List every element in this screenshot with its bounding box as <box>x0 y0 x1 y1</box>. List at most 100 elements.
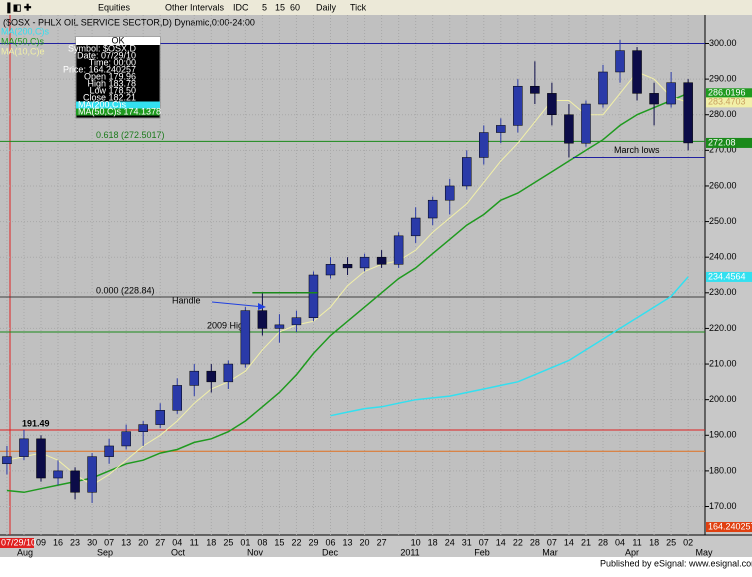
cursor-date-box <box>0 538 34 548</box>
x-tick-label: 30 <box>87 537 97 547</box>
annotation: March lows <box>614 145 660 155</box>
x-tick-label: 08 <box>257 537 267 547</box>
toolbar-icon: ▐ ◧ ✚ <box>4 1 32 13</box>
candle-body <box>2 456 12 465</box>
candle-body <box>274 324 285 329</box>
level-label: 0.000 (228.84) <box>96 285 155 295</box>
toolbar-item[interactable]: Equities <box>98 2 131 12</box>
data-window-title-bg <box>76 37 160 45</box>
toolbar-item[interactable]: 5 <box>262 2 267 12</box>
price-label: 272.08 <box>708 137 736 147</box>
toolbar-item[interactable]: IDC <box>233 2 249 12</box>
x-tick-label: 07 <box>479 537 489 547</box>
candle-body <box>615 50 625 73</box>
candle-body <box>564 114 574 144</box>
candle-body <box>308 274 319 318</box>
candle-body <box>530 85 540 94</box>
y-tick-label: 300.00 <box>709 38 737 48</box>
chart-title: ($OSX - PHLX OIL SERVICE SECTOR,D) Dynam… <box>3 17 255 27</box>
candle-body <box>240 310 251 365</box>
candle-body <box>632 50 642 94</box>
candle-body <box>36 438 46 479</box>
x-tick-label: 02 <box>683 537 693 547</box>
last-value-label-box <box>706 271 752 282</box>
candle-body <box>581 103 591 144</box>
month-label: Nov <box>247 547 264 557</box>
x-tick-label: 04 <box>172 537 182 547</box>
x-tick-label: 15 <box>274 537 284 547</box>
x-tick-label: 16 <box>53 537 63 547</box>
last-value-label: 234.4564 <box>708 271 746 281</box>
x-tick-label: 22 <box>291 537 301 547</box>
x-tick-label: 01 <box>240 537 250 547</box>
y-tick-label: 270.00 <box>709 145 737 155</box>
x-tick-label: 13 <box>343 537 353 547</box>
x-tick-label: 27 <box>377 537 387 547</box>
y-tick-label: 260.00 <box>709 180 737 190</box>
candle-body <box>598 71 608 105</box>
candle-body <box>206 370 217 383</box>
y-tick-label: 170.00 <box>709 501 737 511</box>
data-window-row: Date: 07/29/10 <box>77 50 136 60</box>
toolbar-item[interactable]: Tick <box>350 2 367 12</box>
candle-body <box>393 235 404 265</box>
x-tick-label: 09 <box>36 537 46 547</box>
candle-body <box>172 385 182 411</box>
candle-body <box>683 82 693 144</box>
data-window-row: Time: 00:00 <box>89 57 136 67</box>
month-label: Apr <box>625 547 639 557</box>
x-tick-label: 10 <box>411 537 421 547</box>
data-window-row-bg <box>76 108 160 116</box>
candle-body <box>87 456 97 493</box>
toolbar-item[interactable]: 60 <box>290 2 300 12</box>
candle-body <box>479 132 489 158</box>
month-label: 2011 <box>400 547 419 557</box>
x-tick-label: 22 <box>513 537 523 547</box>
time-axis <box>0 535 752 557</box>
y-tick-label: 180.00 <box>709 465 737 475</box>
legend-entry: MA(10,C)e <box>1 46 45 56</box>
last-value-label: 286.0196 <box>708 88 746 98</box>
x-tick-label: 27 <box>155 537 165 547</box>
candle-body <box>291 317 302 326</box>
candle-body <box>666 82 676 105</box>
y-tick-label: 250.00 <box>709 216 737 226</box>
month-label: Feb <box>474 547 490 557</box>
y-tick-label: 280.00 <box>709 109 737 119</box>
month-label: Dec <box>322 547 339 557</box>
x-tick-label: 20 <box>138 537 148 547</box>
toolbar-item[interactable]: Other Intervals <box>165 2 225 12</box>
y-tick-label: 210.00 <box>709 358 737 368</box>
annotation: Handle <box>172 295 201 305</box>
data-window-row: Open 179.96 <box>84 71 136 81</box>
x-tick-label: 28 <box>598 537 608 547</box>
candle-body <box>223 363 234 383</box>
month-label: May <box>695 547 713 557</box>
x-tick-label: 31 <box>462 537 472 547</box>
candle-body <box>444 185 455 201</box>
x-tick-label: 18 <box>649 537 659 547</box>
y-tick-label: 240.00 <box>709 252 737 262</box>
data-window-row: High 183.78 <box>87 78 136 88</box>
level-label: 0.618 (272.5017) <box>96 130 165 140</box>
data-window-title: OK <box>111 35 124 45</box>
candle-body <box>427 199 438 219</box>
last-value-label-box <box>706 97 752 108</box>
candle-body <box>53 470 63 479</box>
month-label: Mar <box>542 547 558 557</box>
x-tick-label: 18 <box>428 537 438 547</box>
x-tick-label: 06 <box>326 537 336 547</box>
candle-body <box>547 93 557 115</box>
data-window-row: Symbol: $OSX,D <box>68 43 137 53</box>
toolbar-item[interactable]: Daily <box>316 2 337 12</box>
month-label: Sep <box>97 547 113 557</box>
candle-body <box>189 370 200 386</box>
candle-body <box>138 424 148 432</box>
data-window-row: MA(50,C)s 174.1378 <box>78 106 161 116</box>
cursor-price-label: 164.240257 <box>708 521 752 531</box>
x-tick-label: 11 <box>632 537 641 547</box>
ma-line <box>330 276 689 417</box>
x-tick-label: 20 <box>360 537 370 547</box>
annotation-arrow <box>211 301 265 308</box>
toolbar-item[interactable]: 15 <box>275 2 285 12</box>
